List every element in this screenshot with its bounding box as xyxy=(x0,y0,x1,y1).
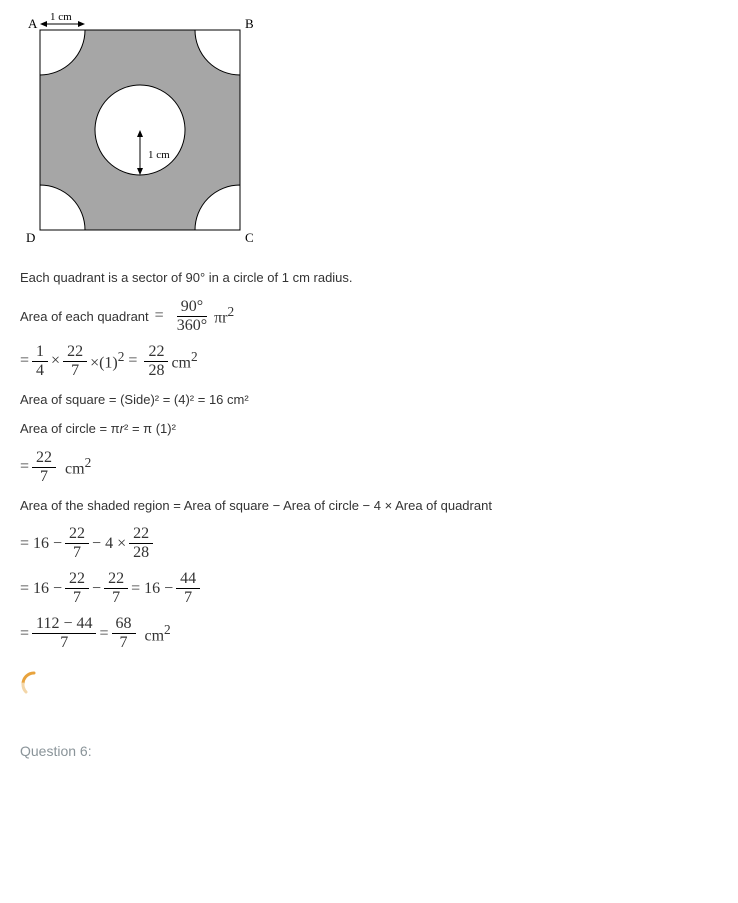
shaded-calc-1: = 16 − 22 7 − 4 × 22 28 xyxy=(20,525,718,562)
area-square-text: Area of square = (Side)² = (4)² = 16 cm² xyxy=(20,390,718,410)
intro-text: Each quadrant is a sector of 90° in a ci… xyxy=(20,268,718,288)
geometry-diagram: A B C D 1 cm 1 cm xyxy=(20,10,718,253)
vertex-b-label: B xyxy=(245,16,254,31)
area-quadrant-row-2: = 1 4 × 22 7 ×(1)2 = 22 28 cm2 xyxy=(20,343,718,380)
area-circle-text: Area of circle = πr² = π (1)² xyxy=(20,419,718,439)
shaded-calc-2: = 16 − 22 7 − 22 7 = 16 − 44 7 xyxy=(20,570,718,607)
loading-spinner-icon xyxy=(20,670,718,701)
shaded-region-text: Area of the shaded region = Area of squa… xyxy=(20,496,718,516)
vertex-d-label: D xyxy=(26,230,35,245)
vertex-a-label: A xyxy=(28,16,38,31)
center-measure-label: 1 cm xyxy=(148,149,170,161)
area-quadrant-row-1: Area of each quadrant = 90° 360° πr2 xyxy=(20,298,718,335)
area-circle-value: = 22 7 cm2 xyxy=(20,449,718,486)
area-quadrant-label: Area of each quadrant xyxy=(20,309,149,324)
vertex-c-label: C xyxy=(245,230,254,245)
top-measure-label: 1 cm xyxy=(50,11,72,23)
shaded-calc-3: = 112 − 44 7 = 68 7 cm2 xyxy=(20,615,718,652)
question-heading: Question 6: xyxy=(20,741,718,762)
